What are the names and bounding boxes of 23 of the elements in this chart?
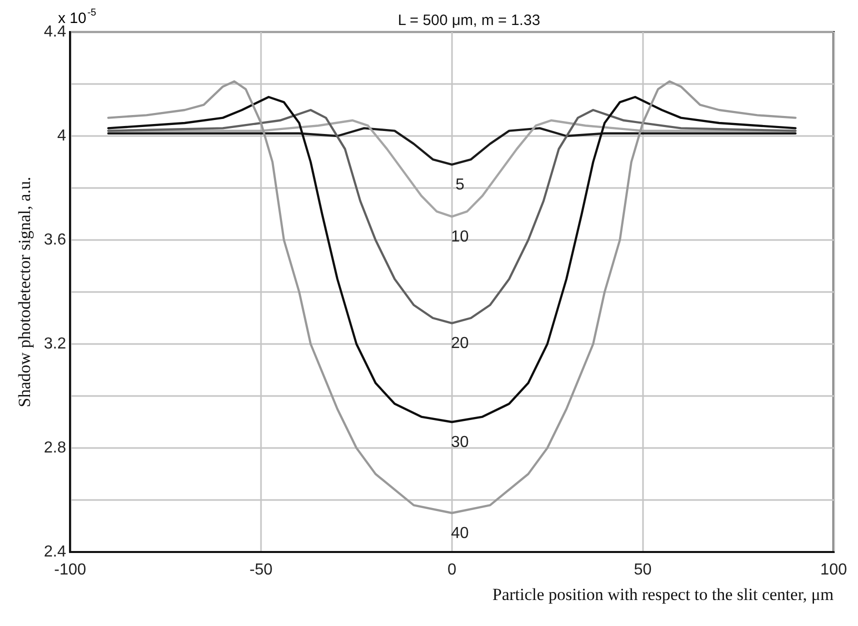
y-tick-label: 4	[57, 128, 66, 144]
y-tick-label: 2.4	[44, 544, 66, 560]
series-label: 40	[451, 525, 469, 542]
chart-title: L = 500 μm, m = 1.33	[398, 12, 540, 29]
y-tick-label: 3.2	[44, 336, 66, 352]
x-tick-label: 50	[634, 562, 652, 578]
x-tick-label: -50	[249, 562, 273, 578]
y-tick-label: 4.4	[44, 24, 66, 40]
series-label: 30	[451, 434, 469, 451]
x-tick-label: -100	[54, 562, 86, 578]
series-label: 20	[451, 335, 469, 352]
y-tick-label: 2.8	[44, 440, 66, 456]
x-tick-label: 0	[447, 562, 456, 578]
line-series	[107, 108, 797, 324]
line-series	[107, 80, 797, 514]
x-tick-label: 100	[820, 562, 848, 578]
x-axis-title: Particle position with respect to the slit center, μm	[492, 585, 834, 604]
y-axis-title: Shadow photodetector signal, a.u.	[15, 176, 34, 408]
line-series	[107, 96, 797, 424]
y-tick-label: 3.6	[44, 232, 66, 248]
series-label: 5	[455, 176, 464, 194]
line-series	[107, 127, 797, 166]
series-label: 10	[451, 228, 469, 246]
